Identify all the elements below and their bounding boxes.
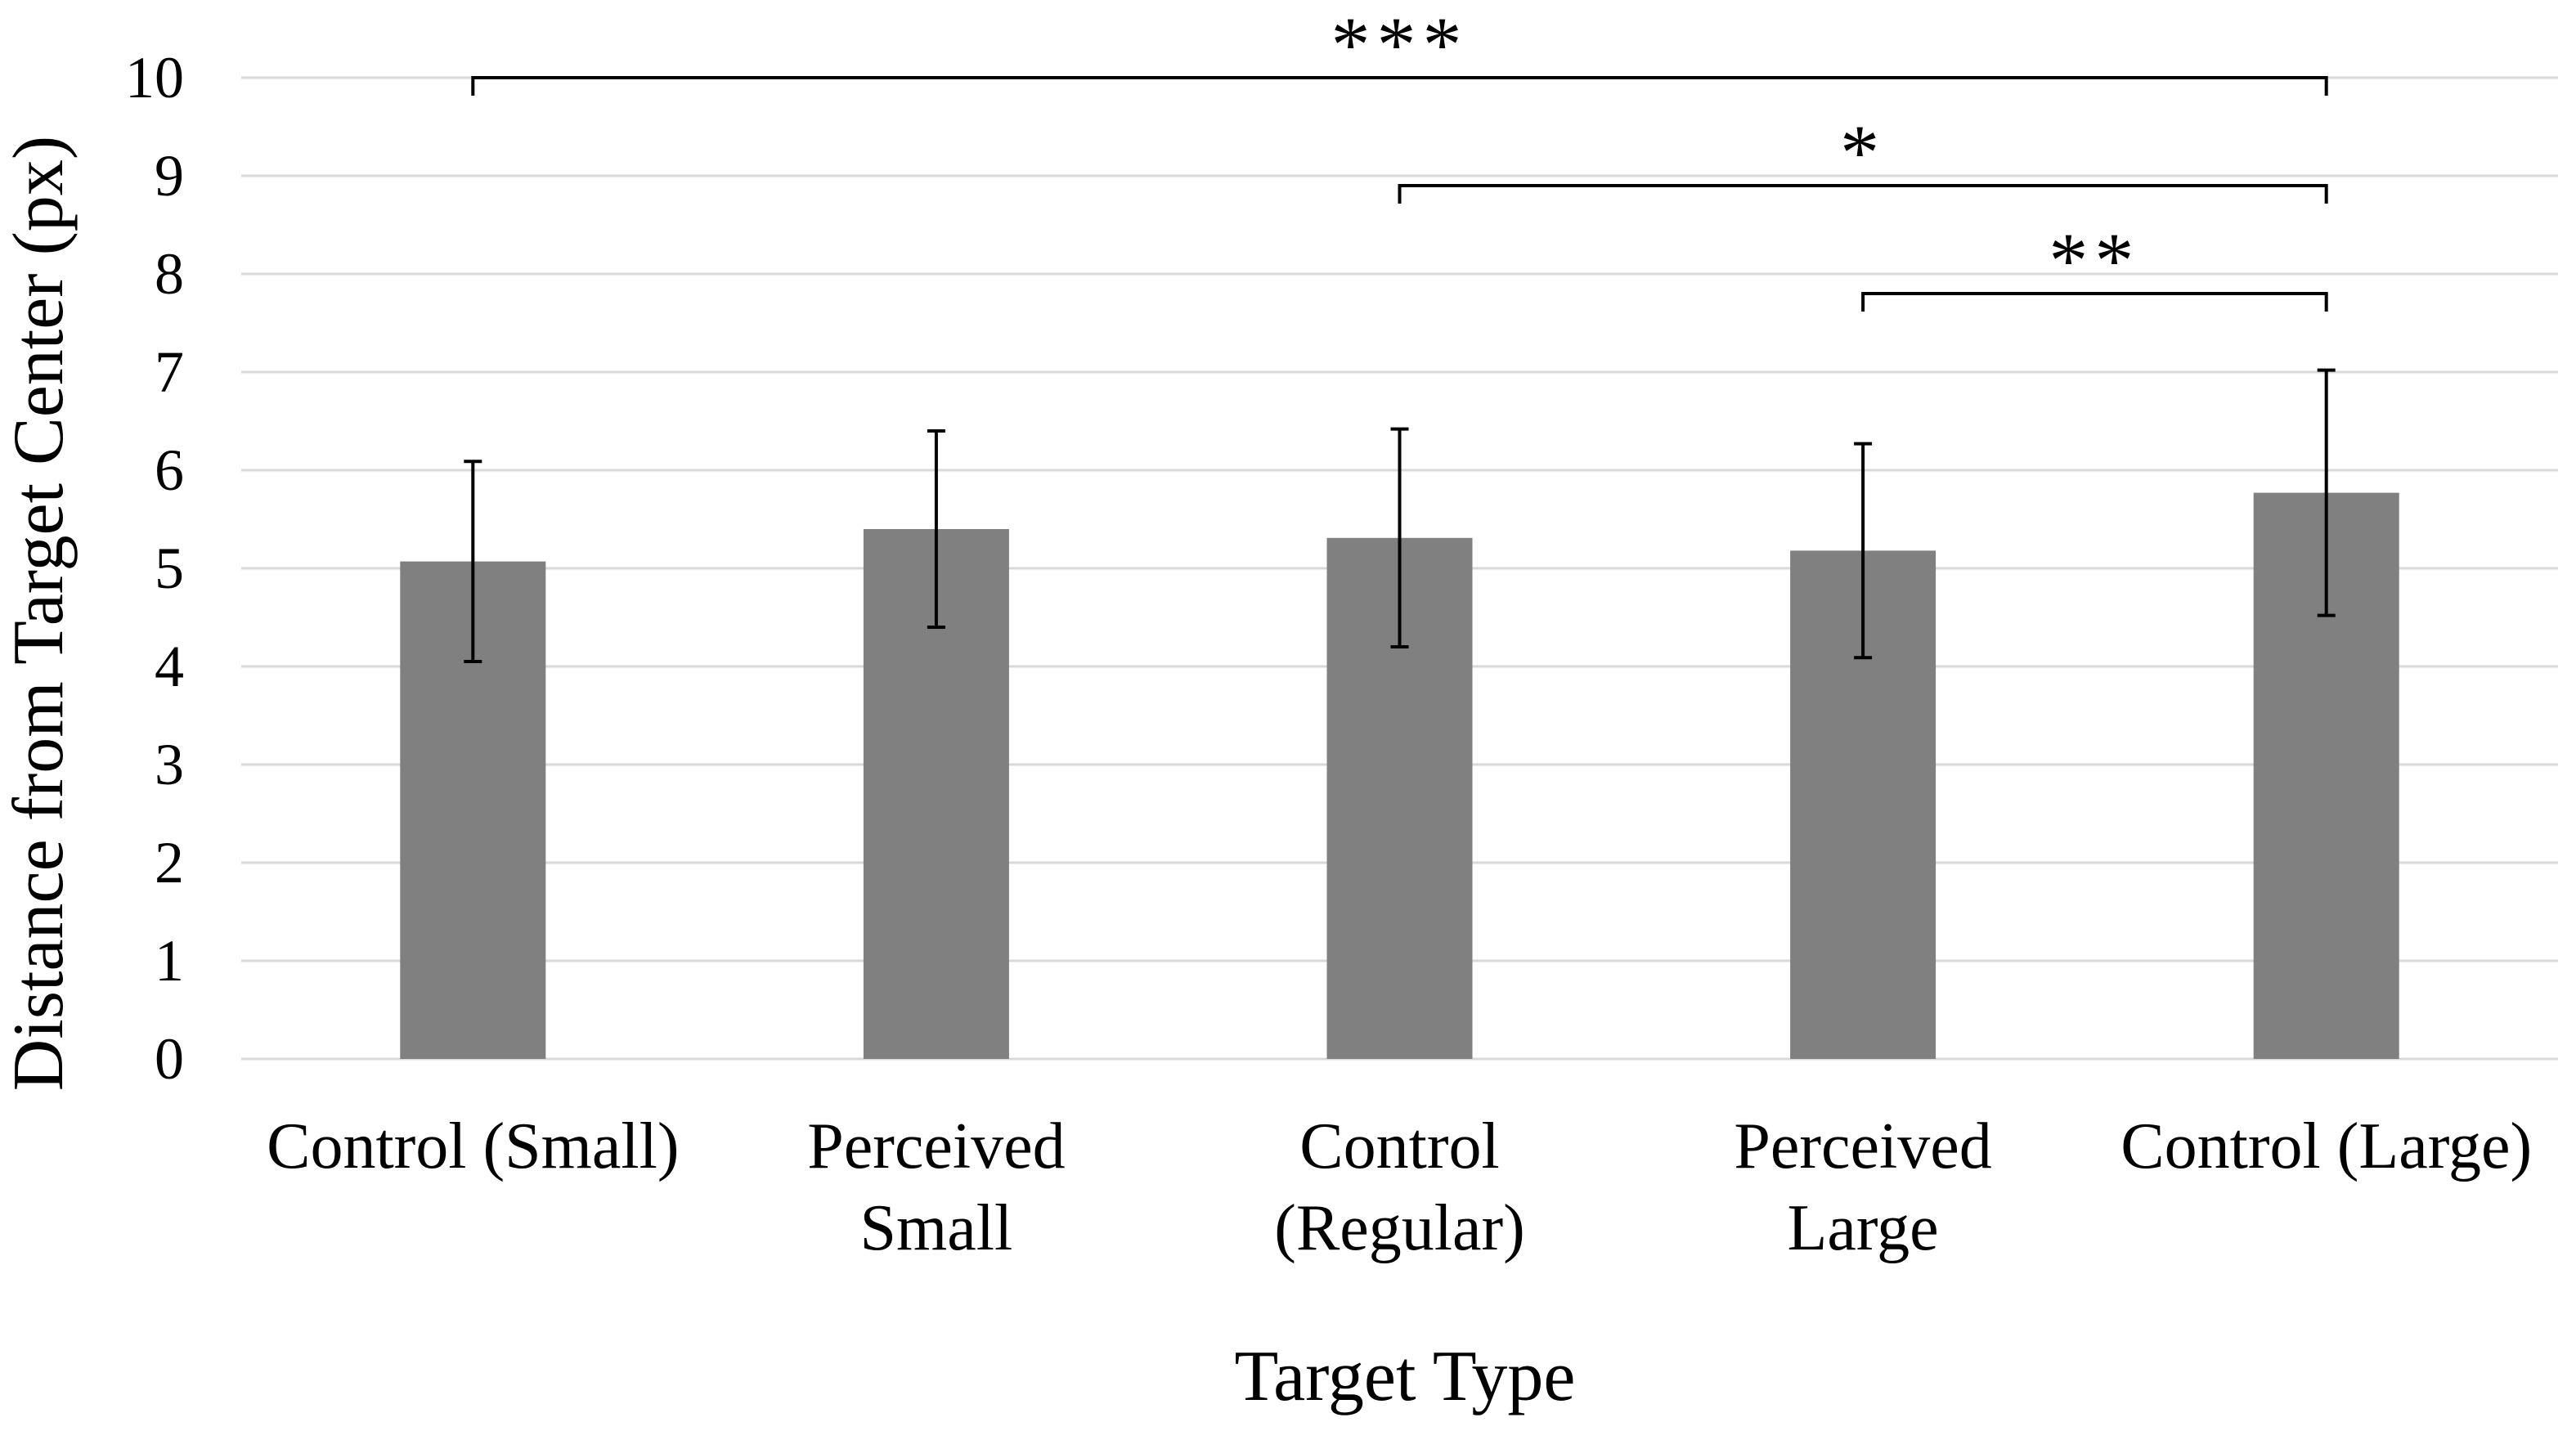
significance-bracket — [471, 76, 2328, 96]
x-axis-title: Target Type — [1235, 1337, 1576, 1416]
error-bar-3 — [1854, 442, 1873, 660]
significance-label: ** — [2049, 217, 2140, 304]
x-category-label: Perceived Small — [807, 1110, 1065, 1264]
y-tick-label: 8 — [155, 241, 184, 307]
significance-bracket — [1398, 184, 2328, 204]
y-tick-label: 6 — [155, 437, 184, 503]
y-tick-label: 2 — [155, 830, 184, 895]
x-category-labels: Control (Small) Perceived Small Control (Reg… — [267, 1110, 2532, 1264]
x-category-label: Perceived Large — [1734, 1110, 1991, 1264]
y-tick-label: 0 — [155, 1026, 184, 1092]
significance-label: *** — [1331, 1, 1469, 88]
error-bar-2 — [1390, 427, 1409, 648]
x-category-label: Control (Large) — [2120, 1110, 2532, 1182]
bars — [400, 492, 2399, 1059]
significance-label: * — [1840, 109, 1886, 196]
y-tick-label: 10 — [125, 45, 184, 110]
significance-brackets: ****** — [471, 1, 2328, 312]
y-tick-label: 7 — [155, 339, 184, 405]
error-bar-1 — [927, 429, 945, 629]
y-tick-label: 4 — [155, 634, 184, 699]
x-category-label: Control (Regular) — [1274, 1110, 1525, 1264]
y-axis-title: Distance from Target Center (px) — [0, 136, 79, 1091]
y-tick-label: 5 — [155, 536, 184, 601]
error-bar-0 — [464, 460, 482, 663]
error-bar-4 — [2317, 368, 2336, 617]
y-tick-label: 1 — [155, 928, 184, 994]
y-tick-label: 3 — [155, 732, 184, 797]
y-tick-labels: 0 1 2 3 4 5 6 7 8 9 10 — [125, 45, 184, 1092]
x-category-label: Control (Small) — [267, 1110, 679, 1182]
significance-bracket — [1861, 292, 2328, 312]
y-tick-label: 9 — [155, 143, 184, 209]
error-bars — [464, 368, 2336, 663]
